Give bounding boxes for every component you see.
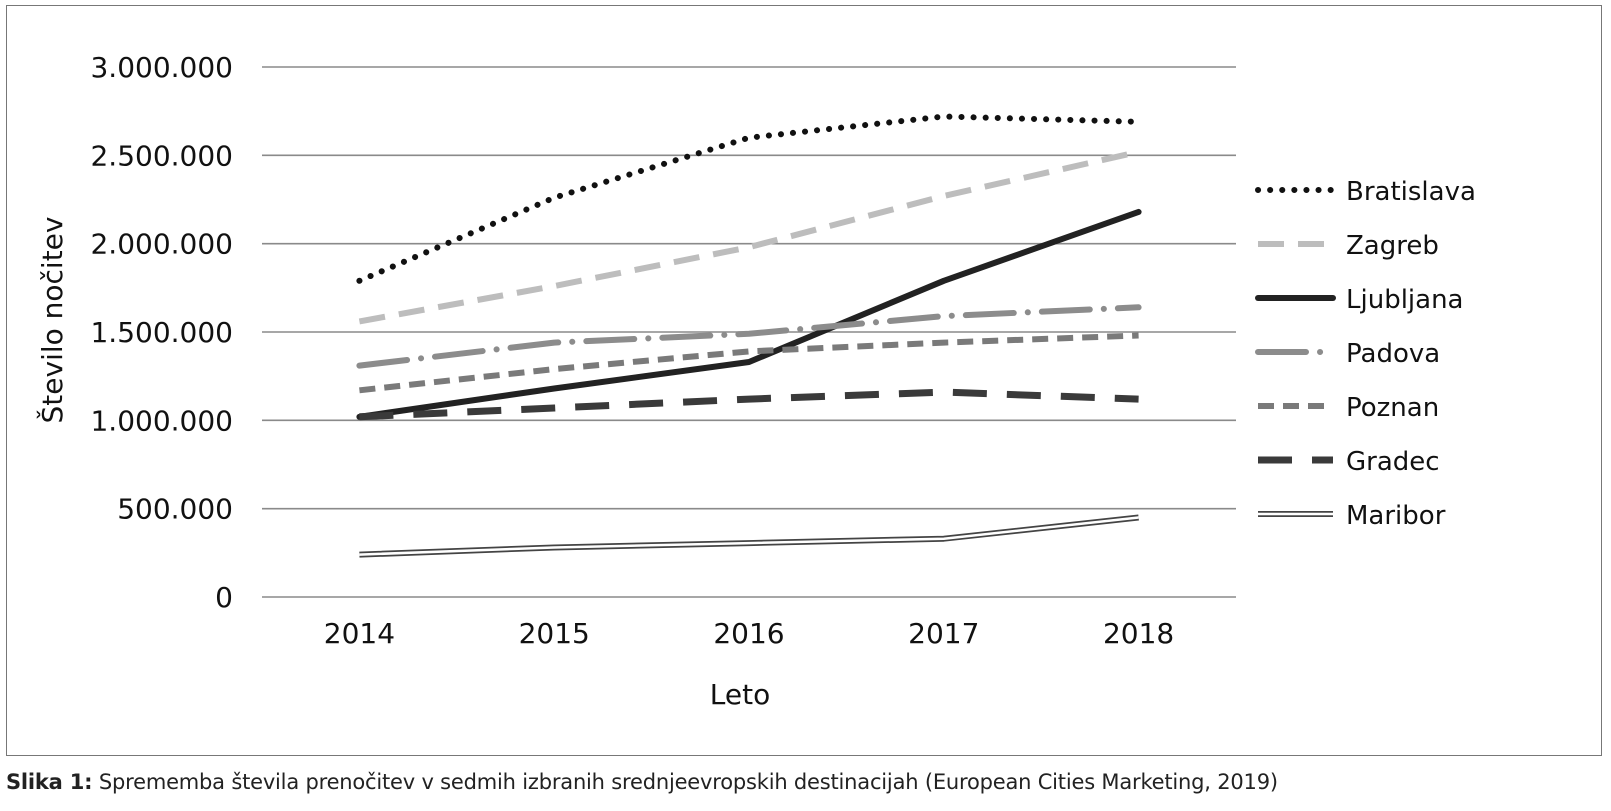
legend-label-zagreb: Zagreb	[1346, 231, 1439, 261]
gridlines	[262, 66, 1236, 598]
y-tick-label: 1.000.000	[90, 404, 233, 437]
legend-label-padova: Padova	[1346, 339, 1440, 369]
series-line-zagreb	[358, 148, 1140, 325]
legend-label-maribor: Maribor	[1346, 501, 1446, 531]
x-axis-title: Leto	[710, 678, 770, 711]
y-tick-label: 3.000.000	[90, 51, 233, 84]
series-line-ljubljana	[356, 208, 1142, 420]
series-line-gradec	[359, 388, 1139, 421]
x-axis-ticks: 2014 2015 2016 2017 2018	[324, 617, 1174, 650]
legend-item-bratislava: Bratislava	[1255, 177, 1476, 207]
legend-item-maribor: Maribor	[1258, 501, 1446, 531]
series-maribor	[359, 514, 1139, 558]
legend-item-gradec: Gradec	[1258, 447, 1440, 477]
series-bratislava	[356, 113, 1142, 284]
series-line-maribor-inner	[359, 516, 1139, 556]
legend-label-poznan: Poznan	[1346, 393, 1439, 423]
legend-label-gradec: Gradec	[1346, 447, 1440, 477]
x-tick-label: 2014	[324, 617, 395, 650]
y-tick-label: 1.500.000	[90, 316, 233, 349]
series-lines	[356, 113, 1142, 558]
y-tick-label: 2.000.000	[90, 228, 233, 261]
legend-item-zagreb: Zagreb	[1258, 231, 1439, 261]
series-ljubljana	[356, 208, 1142, 420]
legend-item-poznan: Poznan	[1258, 393, 1439, 423]
x-tick-label: 2015	[519, 617, 590, 650]
x-tick-label: 2017	[908, 617, 979, 650]
legend-item-ljubljana: Ljubljana	[1255, 285, 1463, 315]
figure-caption: Slika 1: Sprememba števila prenočitev v …	[6, 770, 1278, 794]
legend-label-ljubljana: Ljubljana	[1346, 285, 1463, 315]
legend-label-bratislava: Bratislava	[1346, 177, 1476, 207]
legend: Bratislava Zagreb Ljubljana Padova Poznan Gra…	[1255, 177, 1476, 531]
x-tick-label: 2018	[1103, 617, 1174, 650]
caption-label: Slika 1:	[6, 770, 93, 794]
y-tick-label: 500.000	[117, 493, 233, 526]
series-zagreb	[358, 148, 1140, 325]
legend-item-padova: Padova	[1255, 339, 1440, 369]
series-gradec	[359, 388, 1139, 421]
line-chart: 0 500.000 1.000.000 1.500.000 2.000.000 2.500…	[35, 51, 1476, 711]
y-tick-label: 2.500.000	[90, 139, 233, 172]
series-poznan	[359, 332, 1139, 394]
caption-text: Sprememba števila prenočitev v sedmih iz…	[92, 770, 1278, 794]
y-axis-ticks: 0 500.000 1.000.000 1.500.000 2.000.000 2.500…	[90, 51, 233, 614]
series-line-bratislava	[356, 113, 1142, 284]
series-line-padova	[356, 304, 1142, 369]
series-padova	[356, 304, 1142, 369]
series-line-poznan	[359, 332, 1139, 394]
x-tick-label: 2016	[713, 617, 784, 650]
series-line-maribor	[359, 514, 1139, 558]
y-axis-title: Število nočitev	[35, 217, 69, 424]
y-tick-label: 0	[215, 581, 233, 614]
